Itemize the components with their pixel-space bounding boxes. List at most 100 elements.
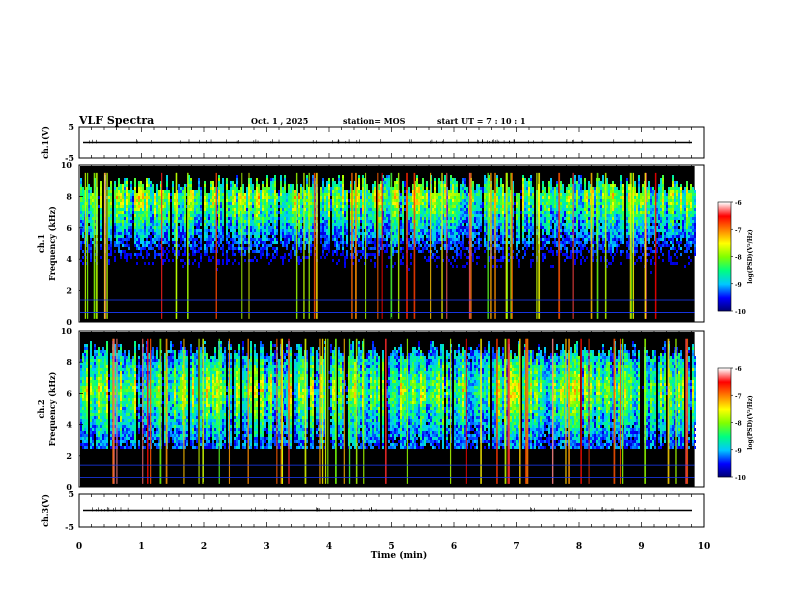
ch1-spectrogram-cell xyxy=(456,229,458,232)
ch1-spectrogram-cell xyxy=(454,223,456,226)
ch1-spectrogram-cell xyxy=(222,220,224,223)
ch1-spectrogram-cell xyxy=(502,238,504,241)
ch1-spectrogram-cell xyxy=(178,244,180,247)
ch1-spectrogram-cell xyxy=(198,250,200,253)
ch1-spectrogram-cell xyxy=(384,244,386,247)
ch1-spectrogram-cell xyxy=(82,217,84,220)
ch1-spectrogram-cell xyxy=(90,217,92,220)
ch1-spectrogram-cell xyxy=(188,238,190,241)
ch1-spectrogram-cell xyxy=(168,214,170,217)
ch1-spectrogram-cell xyxy=(256,199,258,202)
ch1-spectrogram-cell xyxy=(504,226,506,229)
ch1-spectrogram-cell xyxy=(126,208,128,211)
ch1-spectrogram-cell xyxy=(518,196,520,199)
ch1-spectrogram-cell xyxy=(80,217,82,220)
ch1-spectrogram-cell xyxy=(92,208,94,211)
ch1-spectrogram-cell xyxy=(154,250,156,253)
ch1-spectrogram-cell xyxy=(124,226,126,229)
ch1-spectrogram-cell xyxy=(136,211,138,214)
ch1-spectrogram-cell xyxy=(360,205,362,208)
ch1-spectrogram-cell xyxy=(328,235,330,238)
ch1-spectrogram-cell xyxy=(336,202,338,205)
ch1-spectrogram-cell xyxy=(378,184,380,187)
ch1-spectrogram-cell xyxy=(206,199,208,202)
ch1-spectrogram-cell xyxy=(524,196,526,199)
ch1-spectrogram-cell xyxy=(512,250,514,253)
ch1-spectrogram-cell xyxy=(392,211,394,214)
ch1-spectrogram-cell xyxy=(154,220,156,223)
ch1-spectrogram-cell xyxy=(140,235,142,238)
ch1-spectrogram-cell xyxy=(128,199,130,202)
ch1-spectrogram-cell xyxy=(210,235,212,238)
ch1-spectrogram-cell xyxy=(384,226,386,229)
ch1-spectrogram-cell xyxy=(162,220,164,223)
ch1-spectrogram-cell xyxy=(464,205,466,208)
ch1-spectrogram-cell xyxy=(416,238,418,241)
ch1-spectrogram-cell xyxy=(90,250,92,253)
ch1-spectrogram-cell xyxy=(258,220,260,223)
ch1-spectrogram-cell xyxy=(198,199,200,202)
ch1-spectrogram-cell xyxy=(124,178,126,181)
ch1-spectrogram-cell xyxy=(518,238,520,241)
ch1-spectrogram-cell xyxy=(380,241,382,244)
ch1-spectrogram-cell xyxy=(162,226,164,229)
ch1-spectrogram-cell xyxy=(212,211,214,214)
ch1-spectrogram-cell xyxy=(542,220,544,223)
ch1-spectrogram-cell xyxy=(476,187,478,190)
ch1-spectrogram-cell xyxy=(334,181,336,184)
ch1-spectrogram-cell xyxy=(304,205,306,208)
ch1-spectrogram-cell xyxy=(320,235,322,238)
ch1-spectrogram-cell xyxy=(276,214,278,217)
ch1-spectrogram-cell xyxy=(130,232,132,235)
ch1-spectrogram-cell xyxy=(192,193,194,196)
ch1-spectrogram-cell xyxy=(196,196,198,199)
ch1-spectrogram-cell xyxy=(518,193,520,196)
ch1-spectrogram-cell xyxy=(240,241,242,244)
ch1-spectrogram-cell xyxy=(540,205,542,208)
ch1-spectrogram-cell xyxy=(546,196,548,199)
ch1-spectrogram-cell xyxy=(434,202,436,205)
ch1-spectrogram-cell xyxy=(184,199,186,202)
ch1-spectrogram-cell xyxy=(488,244,490,247)
ch1-spectrogram-cell xyxy=(290,229,292,232)
ch1-spectrogram-cell xyxy=(368,208,370,211)
ch1-spectrogram-cell xyxy=(500,178,502,181)
ch1-spectrogram-cell xyxy=(132,199,134,202)
ch1-spectrogram-cell xyxy=(266,184,268,187)
ch1-spectrogram-cell xyxy=(386,208,388,211)
ch1-spectrogram-cell xyxy=(260,223,262,226)
ch1-spectrogram-cell xyxy=(336,220,338,223)
ch1-spectrogram-cell xyxy=(326,208,328,211)
ch1-spectrogram-cell xyxy=(136,199,138,202)
ch1-spectrogram-cell xyxy=(354,250,356,253)
ch1-spectrogram-cell xyxy=(496,223,498,226)
ch1-spectrogram-cell xyxy=(328,250,330,253)
ch1-spectrogram-cell xyxy=(164,199,166,202)
ch1-spectrogram-cell xyxy=(424,202,426,205)
ch1-spectrogram-cell xyxy=(288,187,290,190)
ch1-spectrogram-cell xyxy=(328,226,330,229)
ch1-spectrogram-cell xyxy=(236,190,238,193)
ch1-spectrogram-cell xyxy=(472,259,474,262)
ch1-spectrogram-cell xyxy=(272,196,274,199)
ch1-spectrogram-cell xyxy=(136,214,138,217)
ch1-spectrogram-cell xyxy=(178,232,180,235)
ch1-spectrogram-cell xyxy=(126,232,128,235)
ch1-spectrogram-cell xyxy=(226,223,228,226)
ch1-spectrogram-cell xyxy=(334,226,336,229)
ch1-spectrogram-cell xyxy=(110,214,112,217)
ch1-spectrogram-cell xyxy=(288,238,290,241)
ch1-spectrogram-cell xyxy=(254,211,256,214)
ch1-spectrogram-cell xyxy=(192,214,194,217)
ch1-spectrogram-cell xyxy=(544,187,546,190)
ch1-spectrogram-cell xyxy=(166,187,168,190)
ch1-spectrogram-cell xyxy=(160,229,162,232)
ch1-spectrogram-cell xyxy=(298,244,300,247)
ch1-spectrogram-cell xyxy=(258,193,260,196)
ch1-spectrogram-cell xyxy=(120,232,122,235)
ch1-spectrogram-cell xyxy=(492,211,494,214)
ch1-spectrogram-cell xyxy=(210,238,212,241)
ch1-spectrogram-cell xyxy=(464,178,466,181)
ch1-spectrogram-cell xyxy=(90,232,92,235)
ch1-spectrogram-cell xyxy=(320,202,322,205)
